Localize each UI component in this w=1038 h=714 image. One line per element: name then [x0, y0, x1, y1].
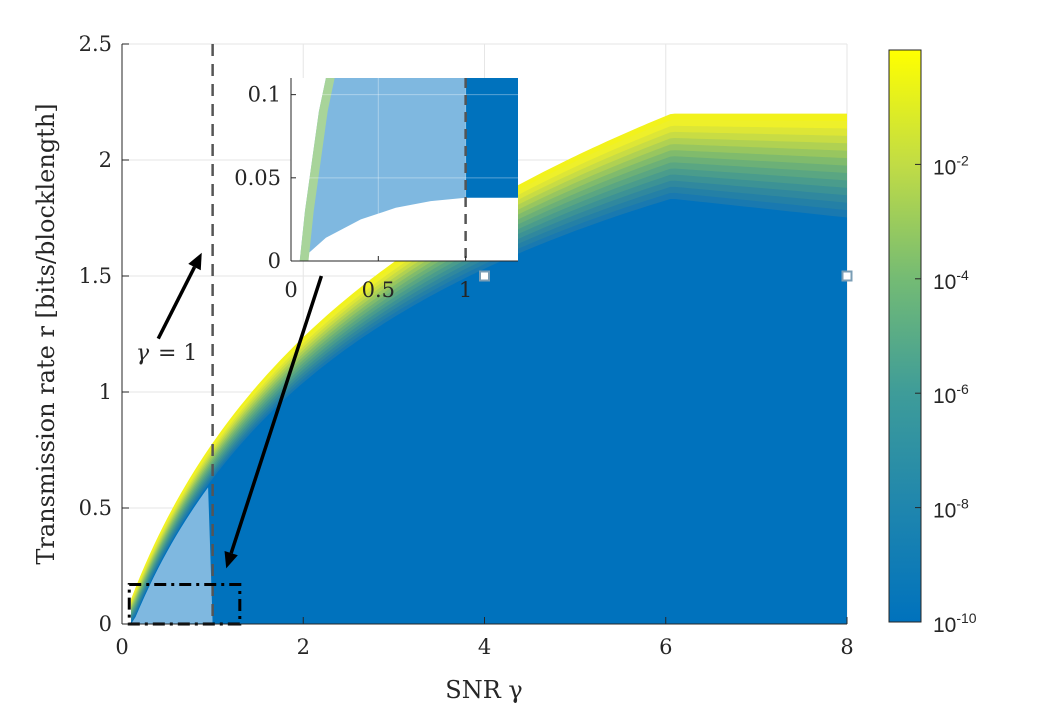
zoom-arrow: [229, 275, 324, 554]
inset-edge: [299, 78, 335, 261]
y-tick-label: 0: [99, 612, 112, 636]
inset-y-tick-label: 0.1: [248, 83, 281, 107]
inset-y-tick-label: 0.05: [234, 166, 281, 190]
inset-dark-region: [465, 78, 518, 198]
data-region: [131, 113, 847, 624]
annotation-gamma: γ: [136, 341, 150, 366]
y-tick-label: 1: [99, 380, 112, 404]
region-dark-blue: [212, 205, 847, 624]
annotation-eq: = 1: [158, 341, 197, 366]
colorbar-frame: [888, 49, 922, 623]
y-tick-label: 1.5: [79, 264, 112, 288]
inset-axes: [290, 78, 518, 262]
inset-x-ticks: 0 0.5 1: [284, 256, 472, 302]
colorbar-tick-label: 10-6: [933, 381, 969, 408]
marker: [479, 270, 490, 282]
inset-y-ticks: 0 0.05 0.1: [234, 83, 296, 273]
annotation-arrowhead: [188, 252, 202, 271]
x-ticks: 0 2 4 6 8: [115, 617, 854, 659]
inset-y-tick-label: 0: [268, 249, 281, 273]
colorbar: 10-10 10-8 10-6 10-4 10-2: [888, 49, 977, 637]
colorbar-gradient: [889, 50, 921, 622]
x-axis-label: SNR γ: [445, 676, 522, 704]
inset: 0 0.5 1 00.050.1: [234, 78, 518, 302]
colorbar-tick-label: 10-10: [933, 610, 977, 637]
colorbar-tick-label: 10-8: [933, 496, 969, 523]
markers: [479, 270, 853, 282]
annotation-arrow: [156, 266, 197, 340]
x-tick-label: 6: [659, 635, 672, 659]
colorbar-tick-label: 10-2: [933, 152, 969, 179]
marker: [841, 270, 853, 282]
y-tick-label: 2.5: [79, 32, 112, 56]
inset-x-tick-label: 0: [284, 278, 297, 302]
y-ticks: 0 0.5 1 1.5 2 2.5: [79, 32, 129, 636]
x-tick-label: 4: [478, 635, 491, 659]
zoom-arrowhead: [224, 550, 238, 569]
y-tick-label: 2: [99, 148, 112, 172]
x-tick-label: 0: [115, 635, 128, 659]
inset-region: [299, 78, 518, 261]
colorbar-ticks: 10-10 10-8 10-6 10-4 10-2: [915, 152, 977, 637]
inset-light-region: [299, 78, 466, 261]
y-axis-label: Transmission rate r [bits/blocklength]: [32, 103, 60, 564]
region-light-blue: [131, 487, 213, 624]
colorbar-tick-label: 10-4: [933, 267, 969, 294]
y-tick-label: 0.5: [79, 496, 112, 520]
x-tick-label: 8: [840, 635, 853, 659]
inset-x-tick-label: 1: [459, 278, 472, 302]
inset-x-tick-label: 0.5: [362, 278, 395, 302]
x-tick-label: 2: [297, 635, 310, 659]
gamma-annotation: γ = 1: [136, 252, 202, 366]
